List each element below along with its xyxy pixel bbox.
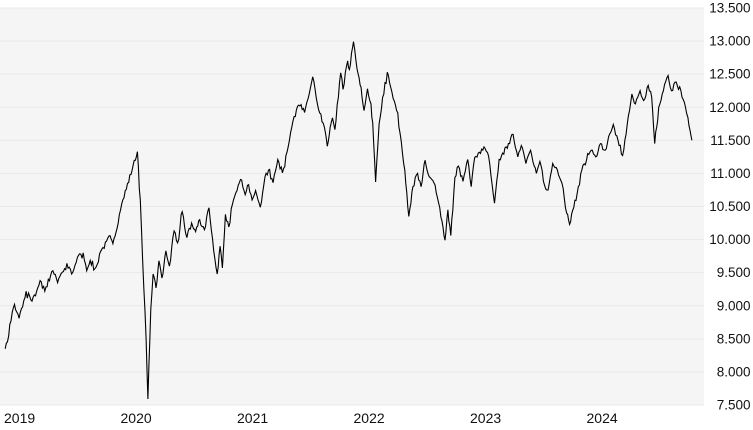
y-axis-tick-label: 10.500	[709, 199, 750, 214]
y-axis-tick-label: 9.500	[717, 265, 751, 280]
y-axis-tick-label: 12.000	[709, 100, 750, 115]
y-axis-tick-label: 8.500	[717, 331, 751, 346]
x-axis-tick-label: 2021	[237, 410, 268, 426]
y-axis-tick-label: 7.500	[717, 398, 751, 413]
y-axis-tick-label: 9.000	[717, 298, 751, 313]
y-axis-tick-label: 8.000	[717, 364, 751, 379]
y-axis-tick-label: 11.500	[710, 133, 750, 148]
x-axis-tick-label: 2024	[587, 410, 618, 426]
y-axis-tick-label: 13.500	[709, 1, 750, 16]
y-axis-tick-label: 13.000	[709, 34, 750, 49]
y-axis-tick-label: 10.000	[709, 232, 750, 247]
x-axis-tick-label: 2023	[470, 410, 501, 426]
x-axis-tick-label: 2020	[121, 410, 152, 426]
x-axis-tick-label: 2019	[4, 410, 35, 426]
y-axis-tick-label: 12.500	[709, 67, 750, 82]
x-axis-tick-label: 2022	[354, 410, 385, 426]
y-axis-tick-label: 11.000	[710, 166, 750, 181]
price-line-series	[4, 41, 693, 400]
